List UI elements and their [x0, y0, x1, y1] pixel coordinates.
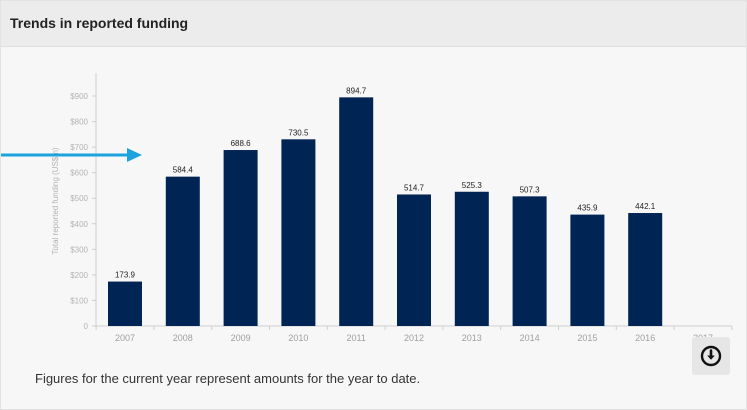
y-tick-label: $400 [70, 220, 88, 229]
chart-footnote: Figures for the current year represent a… [35, 371, 421, 386]
data-label-2016: 442.1 [635, 202, 656, 211]
panel-title: Trends in reported funding [10, 15, 189, 31]
arrow-down-circle-icon [700, 345, 722, 367]
bar-2012 [397, 194, 431, 326]
data-label-2008: 584.4 [173, 166, 194, 175]
annotation-arrow-head [127, 148, 142, 162]
bar-2014 [512, 196, 547, 326]
x-tick-label-2012: 2012 [404, 333, 424, 343]
data-label-2009: 688.6 [231, 139, 252, 148]
x-tick-label-2010: 2010 [288, 333, 308, 343]
y-axis-title: Total reported funding (US$m) [51, 147, 60, 255]
x-tick-label-2008: 2008 [173, 333, 193, 343]
x-tick-label-2014: 2014 [520, 333, 540, 343]
y-tick-label: $600 [70, 169, 88, 178]
bar-2016 [628, 213, 663, 326]
data-label-2011: 894.7 [346, 86, 367, 95]
bar-2010 [281, 139, 316, 326]
funding-bar-chart: 0 $100 $200 $300 $400 $500 $600 $700 $800 $900 Tot… [1, 73, 733, 343]
bar-2013 [454, 191, 489, 326]
y-tick-label: $100 [70, 296, 88, 305]
x-tick-label-2015: 2015 [577, 333, 597, 343]
y-tick-label: $500 [70, 194, 88, 203]
y-tick-label: $800 [70, 118, 88, 127]
y-tick-label: $900 [70, 92, 88, 101]
y-tick-label: 0 [84, 322, 89, 331]
y-tick-label: $300 [70, 245, 88, 254]
x-tick-label-2009: 2009 [231, 333, 251, 343]
data-label-2014: 507.3 [520, 185, 541, 194]
download-button[interactable] [692, 337, 730, 375]
data-label-2007: 173.9 [115, 271, 136, 280]
bar-2009 [223, 150, 258, 326]
x-tick-label-2011: 2011 [347, 333, 366, 343]
data-label-2012: 514.7 [404, 183, 425, 192]
x-tick-label-2016: 2016 [635, 333, 655, 343]
bar-2011 [339, 97, 374, 326]
bar-2015 [570, 214, 605, 326]
data-label-2013: 525.3 [462, 181, 483, 190]
x-tick-label-2013: 2013 [462, 333, 482, 343]
panel-header: Trends in reported funding [1, 1, 746, 47]
bar-2008 [165, 176, 200, 326]
data-label-2010: 730.5 [288, 128, 309, 137]
bar-2007 [108, 281, 142, 326]
y-tick-label: $700 [70, 143, 88, 152]
x-tick-label-2007: 2007 [115, 333, 135, 343]
data-label-2015: 435.9 [577, 204, 598, 213]
y-tick-label: $200 [70, 271, 88, 280]
